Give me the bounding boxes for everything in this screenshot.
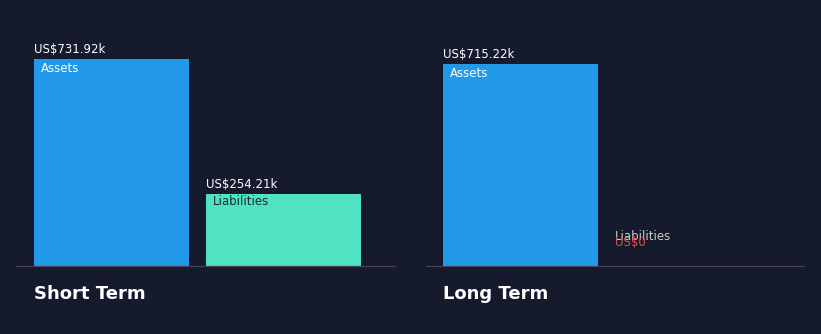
Text: US$254.21k: US$254.21k xyxy=(206,178,277,191)
Text: Short Term: Short Term xyxy=(34,286,145,304)
Bar xyxy=(443,64,598,266)
Bar xyxy=(206,194,361,266)
Text: US$715.22k: US$715.22k xyxy=(443,48,514,60)
Text: US$731.92k: US$731.92k xyxy=(34,43,105,56)
Text: Assets: Assets xyxy=(40,62,79,75)
Text: Liabilities: Liabilities xyxy=(213,195,269,208)
Text: Long Term: Long Term xyxy=(443,286,548,304)
Text: Liabilities: Liabilities xyxy=(615,230,672,243)
Text: US$0: US$0 xyxy=(615,236,646,249)
Bar xyxy=(34,59,189,266)
Text: Assets: Assets xyxy=(450,67,488,80)
